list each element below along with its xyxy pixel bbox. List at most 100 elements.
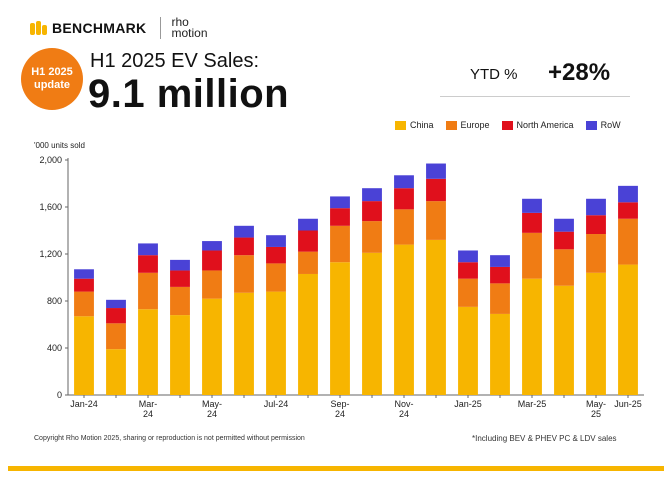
ytd-value: +28% — [548, 59, 611, 86]
bar-segment-china — [618, 264, 638, 395]
bar-segment-north-america — [522, 212, 542, 233]
y-axis-unit-label: '000 units sold — [34, 141, 85, 150]
legend-item-row: RoW — [585, 120, 621, 130]
bar-segment-europe — [266, 263, 286, 292]
bar-segment-north-america — [554, 231, 574, 250]
x-tick-label: May- — [202, 399, 222, 409]
logo-divider — [160, 17, 162, 39]
bar-segment-china — [554, 285, 574, 395]
chart-legend: China Europe North America RoW — [395, 120, 633, 130]
bar-segment-china — [426, 239, 446, 395]
bar-segment-china — [330, 262, 350, 395]
bar-segment-china — [490, 313, 510, 395]
x-tick-label: Jul-24 — [264, 399, 289, 409]
bar-segment-china — [362, 252, 382, 395]
legend-swatch-china — [395, 120, 406, 130]
bar-segment-china — [266, 291, 286, 395]
legend-item-china: China — [395, 120, 434, 130]
bar-segment-row — [138, 243, 158, 256]
badge-line1: H1 2025 — [31, 66, 73, 78]
benchmark-mark-icon — [30, 21, 48, 35]
x-tick-label: Jun-25 — [614, 399, 642, 409]
x-tick-label: 24 — [399, 409, 409, 419]
legend-label-north-america: North America — [516, 120, 574, 130]
x-tick-label: Nov- — [394, 399, 413, 409]
bar-segment-row — [234, 225, 254, 238]
rho-motion-logo: rho motion — [171, 15, 207, 39]
bar-segment-china — [234, 292, 254, 395]
bar-segment-row — [618, 185, 638, 203]
bar-segment-north-america — [394, 188, 414, 210]
bar-segment-row — [106, 299, 126, 309]
legend-item-north-america: North America — [501, 120, 574, 130]
bar-segment-north-america — [330, 208, 350, 226]
bar-segment-north-america — [202, 250, 222, 271]
legend-swatch-north-america — [501, 120, 513, 130]
copyright-note: Copyright Rho Motion 2025, sharing or re… — [34, 435, 305, 442]
bar-segment-europe — [362, 221, 382, 253]
bar-segment-north-america — [426, 178, 446, 202]
bar-segment-europe — [618, 218, 638, 265]
page-headline: 9.1 million — [88, 72, 290, 116]
bar-segment-north-america — [170, 270, 190, 287]
bottom-accent-bar — [8, 466, 664, 471]
bar-segment-china — [202, 298, 222, 395]
bar-segment-north-america — [586, 215, 606, 235]
x-tick-label: 24 — [335, 409, 345, 419]
update-badge: H1 2025 update — [21, 48, 83, 110]
rho-motion-line1: rho — [171, 15, 189, 29]
bar-segment-row — [490, 255, 510, 267]
y-tick-label: 1,600 — [39, 202, 62, 212]
footnote: *Including BEV & PHEV PC & LDV sales — [472, 434, 617, 443]
bar-segment-row — [394, 175, 414, 189]
bar-segment-north-america — [618, 202, 638, 219]
bar-segment-row — [362, 188, 382, 202]
bar-segment-europe — [234, 255, 254, 293]
legend-item-europe: Europe — [445, 120, 490, 130]
bar-segment-north-america — [490, 266, 510, 284]
bar-segment-europe — [330, 225, 350, 263]
legend-label-europe: Europe — [460, 120, 490, 130]
bar-segment-north-america — [266, 246, 286, 264]
x-tick-label: Jan-24 — [70, 399, 98, 409]
bar-segment-row — [266, 235, 286, 247]
bar-segment-europe — [298, 251, 318, 274]
bar-segment-row — [170, 259, 190, 271]
bar-segment-europe — [170, 286, 190, 316]
bar-segment-china — [394, 244, 414, 395]
bar-segment-row — [554, 218, 574, 232]
benchmark-logo: BENCHMARK rho motion — [30, 15, 208, 39]
bar-segment-europe — [522, 232, 542, 279]
bar-segment-europe — [426, 201, 446, 240]
bar-segment-china — [586, 272, 606, 395]
legend-label-row: RoW — [600, 120, 621, 130]
bar-segment-china — [106, 349, 126, 395]
bar-segment-europe — [586, 234, 606, 273]
bar-segment-north-america — [138, 255, 158, 273]
x-tick-label: May- — [586, 399, 606, 409]
y-tick-label: 800 — [47, 296, 62, 306]
bar-segment-north-america — [106, 308, 126, 324]
bar-segment-row — [298, 218, 318, 231]
bar-segment-row — [458, 250, 478, 263]
legend-label-china: China — [410, 120, 434, 130]
bar-segment-china — [522, 278, 542, 395]
bar-segment-row — [202, 241, 222, 251]
bar-segment-north-america — [234, 237, 254, 256]
x-tick-label: 25 — [591, 409, 601, 419]
bar-segment-china — [458, 306, 478, 395]
bar-segment-north-america — [458, 262, 478, 279]
bar-segment-row — [74, 269, 94, 279]
bar-segment-europe — [554, 249, 574, 286]
bar-segment-europe — [202, 270, 222, 299]
legend-swatch-row — [585, 120, 597, 130]
bar-segment-row — [330, 196, 350, 209]
bar-segment-europe — [106, 323, 126, 350]
page-subtitle: H1 2025 EV Sales: — [90, 50, 259, 72]
x-tick-label: 24 — [143, 409, 153, 419]
x-tick-label: Mar- — [139, 399, 158, 409]
y-tick-label: 0 — [57, 390, 62, 400]
bar-segment-north-america — [362, 201, 382, 222]
bar-segment-north-america — [74, 278, 94, 292]
